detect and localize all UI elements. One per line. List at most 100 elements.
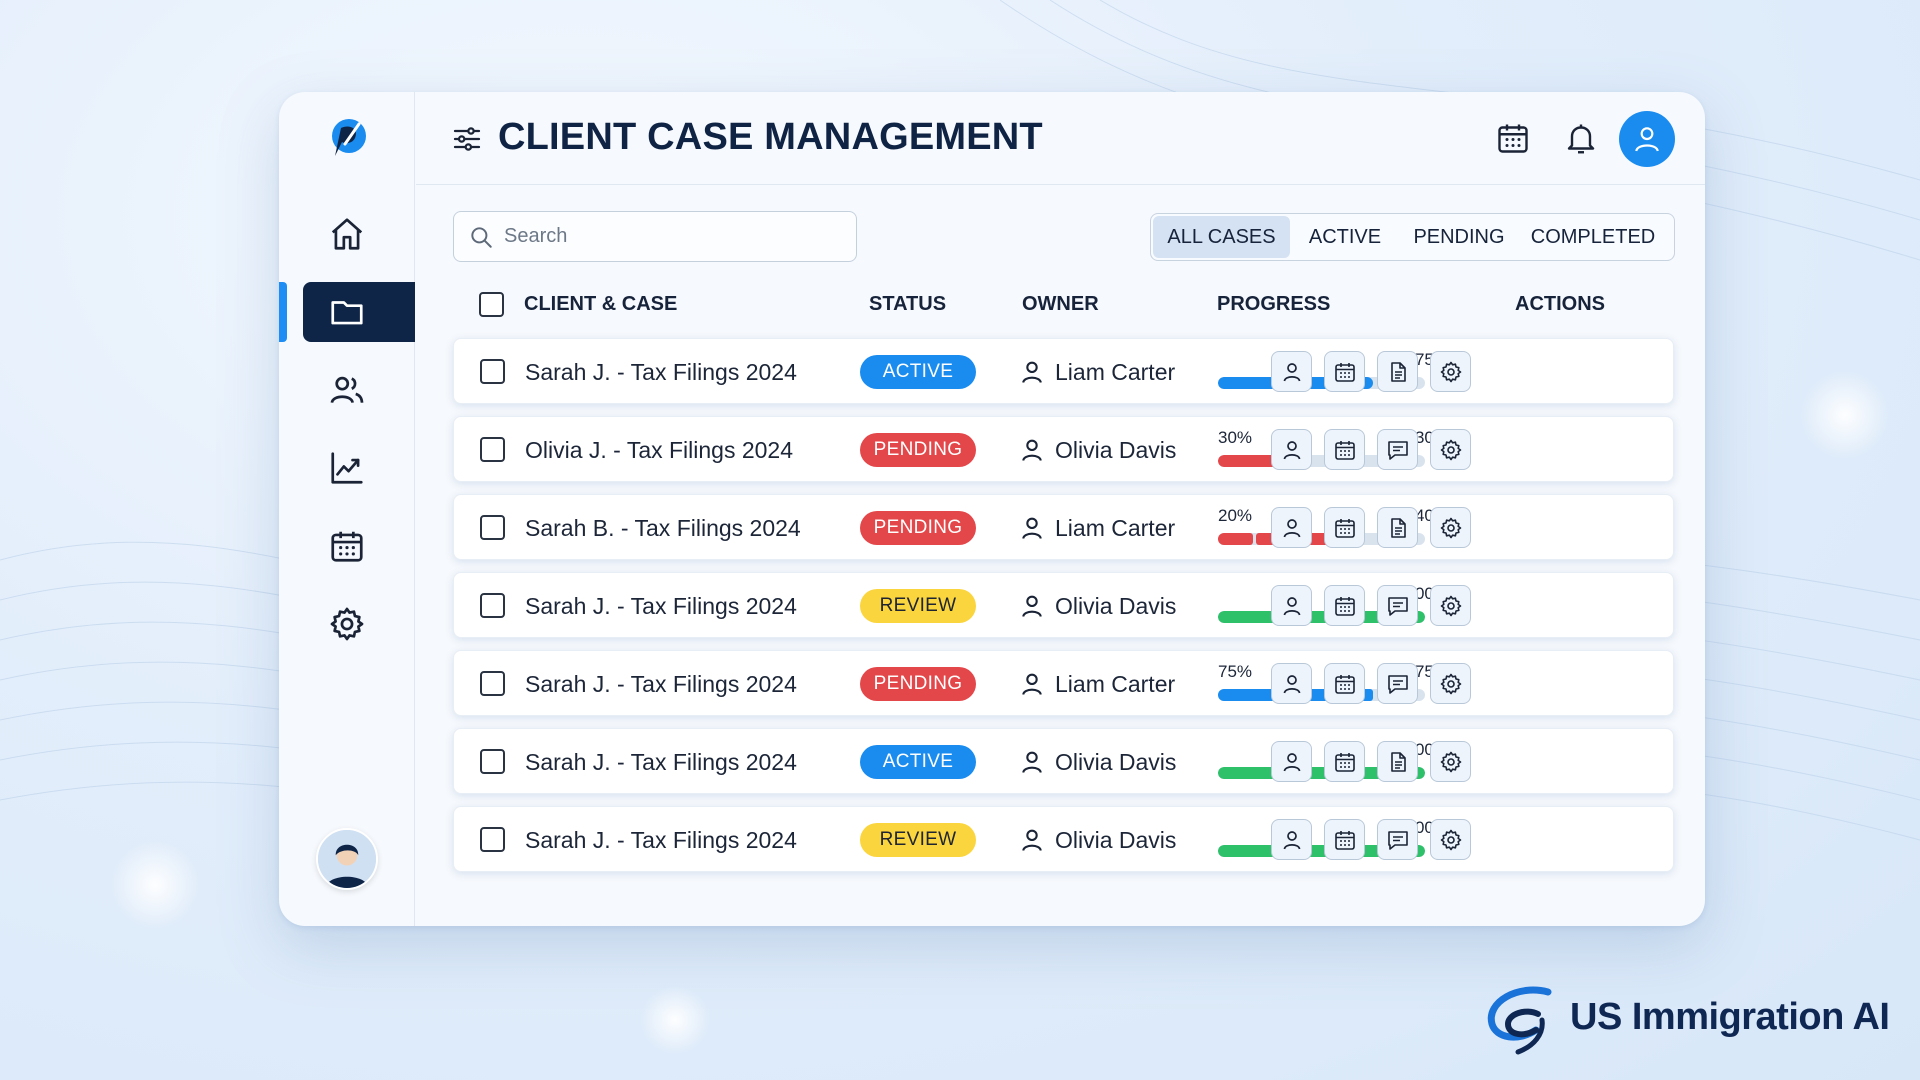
case-settings-button[interactable]: [1430, 507, 1471, 548]
schedule-button[interactable]: [1324, 819, 1365, 860]
table-row[interactable]: Sarah J. - Tax Filings 2024 ACTIVE Olivia …: [453, 728, 1674, 794]
schedule-button[interactable]: [1324, 741, 1365, 782]
calendar-icon: [331, 531, 363, 562]
sidebar-item-settings[interactable]: [279, 594, 415, 654]
tab-all-cases[interactable]: ALL CASES: [1153, 216, 1290, 258]
progress-fill: [1218, 455, 1286, 467]
search-icon: [471, 226, 492, 248]
search-input[interactable]: [504, 225, 844, 248]
schedule-button[interactable]: [1324, 585, 1365, 626]
table-row[interactable]: Sarah J. - Tax Filings 2024 REVIEW Olivia …: [453, 572, 1674, 638]
filter-icon[interactable]: [451, 123, 483, 155]
view-client-button[interactable]: [1271, 819, 1312, 860]
tab-completed[interactable]: COMPLETED: [1530, 225, 1656, 248]
documents-button[interactable]: [1377, 741, 1418, 782]
column-header-actions: ACTIONS: [1515, 293, 1605, 315]
gear-icon: [1440, 361, 1461, 382]
gear-icon: [1440, 439, 1461, 460]
row-checkbox[interactable]: [480, 749, 505, 774]
brand-name: US Immigration AI: [1570, 996, 1890, 1038]
view-client-button[interactable]: [1271, 741, 1312, 782]
owner-icon: [1018, 358, 1046, 386]
comment-icon: [1387, 830, 1408, 850]
user-avatar-icon: [318, 830, 376, 888]
progress-bar: [1218, 611, 1425, 623]
document-icon: [1390, 361, 1406, 382]
case-settings-button[interactable]: [1430, 351, 1471, 392]
schedule-button[interactable]: [1324, 507, 1365, 548]
schedule-button[interactable]: [1324, 429, 1365, 470]
view-client-button[interactable]: [1271, 429, 1312, 470]
documents-button[interactable]: [1377, 351, 1418, 392]
owner-name: Liam Carter: [1055, 671, 1176, 697]
sidebar-item-analytics[interactable]: [279, 438, 415, 498]
row-checkbox[interactable]: [480, 437, 505, 462]
column-header-progress: PROGRESS: [1217, 293, 1331, 315]
messages-button[interactable]: [1377, 663, 1418, 704]
progress-label-left: 30%: [1218, 428, 1253, 447]
home-icon: [331, 218, 363, 250]
schedule-button[interactable]: [1324, 351, 1365, 392]
messages-button[interactable]: [1377, 819, 1418, 860]
messages-button[interactable]: [1377, 585, 1418, 626]
case-settings-button[interactable]: [1430, 585, 1471, 626]
owner-name: Olivia Davis: [1055, 749, 1177, 775]
view-client-button[interactable]: [1271, 585, 1312, 626]
view-client-button[interactable]: [1271, 663, 1312, 704]
user-icon: [1283, 440, 1300, 459]
light-glow: [110, 840, 200, 930]
search-box[interactable]: [453, 211, 857, 262]
progress-segment: [1218, 533, 1253, 545]
progress-fill: [1218, 611, 1425, 623]
table-row[interactable]: Sarah J. - Tax Filings 2024 ACTIVE Liam Ca…: [453, 338, 1674, 404]
comment-icon: [1387, 440, 1408, 460]
table-row[interactable]: Sarah B. - Tax Filings 2024 PENDING Liam C…: [453, 494, 1674, 560]
tab-active[interactable]: ACTIVE: [1308, 225, 1382, 248]
view-client-button[interactable]: [1271, 507, 1312, 548]
case-settings-button[interactable]: [1430, 429, 1471, 470]
table-row[interactable]: Sarah J. - Tax Filings 2024 PENDING Liam C…: [453, 650, 1674, 716]
documents-button[interactable]: [1377, 507, 1418, 548]
user-icon: [1283, 830, 1300, 849]
progress-bar: [1218, 767, 1425, 779]
select-all-checkbox[interactable]: [479, 292, 504, 317]
owner-name: Olivia Davis: [1055, 827, 1177, 853]
user-icon: [1283, 596, 1300, 615]
table-row[interactable]: Sarah J. - Tax Filings 2024 REVIEW Olivia …: [453, 806, 1674, 872]
calendar-icon[interactable]: [1495, 120, 1531, 156]
row-checkbox[interactable]: [480, 593, 505, 618]
gear-icon: [1440, 829, 1461, 850]
tab-pending[interactable]: PENDING: [1413, 225, 1505, 248]
case-settings-button[interactable]: [1430, 819, 1471, 860]
sidebar-item-cases[interactable]: [279, 282, 415, 342]
row-checkbox[interactable]: [480, 359, 505, 384]
case-settings-button[interactable]: [1430, 663, 1471, 704]
case-settings-button[interactable]: [1430, 741, 1471, 782]
schedule-button[interactable]: [1324, 663, 1365, 704]
row-checkbox[interactable]: [480, 515, 505, 540]
gear-icon: [1440, 673, 1461, 694]
client-case-name: Sarah J. - Tax Filings 2024: [525, 359, 797, 385]
sidebar-item-home[interactable]: [279, 204, 415, 264]
column-header-client: CLIENT & CASE: [524, 293, 678, 315]
sidebar-item-calendar[interactable]: [279, 516, 415, 576]
column-header-owner: OWNER: [1022, 293, 1099, 315]
sidebar-item-clients[interactable]: [279, 360, 415, 420]
progress-label-left: 20%: [1218, 506, 1253, 525]
bell-icon[interactable]: [1563, 120, 1599, 156]
row-checkbox[interactable]: [480, 671, 505, 696]
messages-button[interactable]: [1377, 429, 1418, 470]
case-filter-tabs: ALL CASES ACTIVE PENDING COMPLETED: [1150, 213, 1675, 261]
table-row[interactable]: Olivia J. - Tax Filings 2024 PENDING Olivi…: [453, 416, 1674, 482]
view-client-button[interactable]: [1271, 351, 1312, 392]
profile-button[interactable]: [1619, 111, 1675, 167]
calendar-icon: [1334, 830, 1355, 850]
light-glow: [1800, 370, 1890, 460]
progress-bar: [1218, 845, 1425, 857]
light-glow: [640, 985, 710, 1055]
user-icon: [1283, 518, 1300, 537]
row-checkbox[interactable]: [480, 827, 505, 852]
client-case-name: Sarah J. - Tax Filings 2024: [525, 671, 797, 697]
user-avatar[interactable]: [316, 828, 378, 890]
comment-icon: [1387, 674, 1408, 694]
